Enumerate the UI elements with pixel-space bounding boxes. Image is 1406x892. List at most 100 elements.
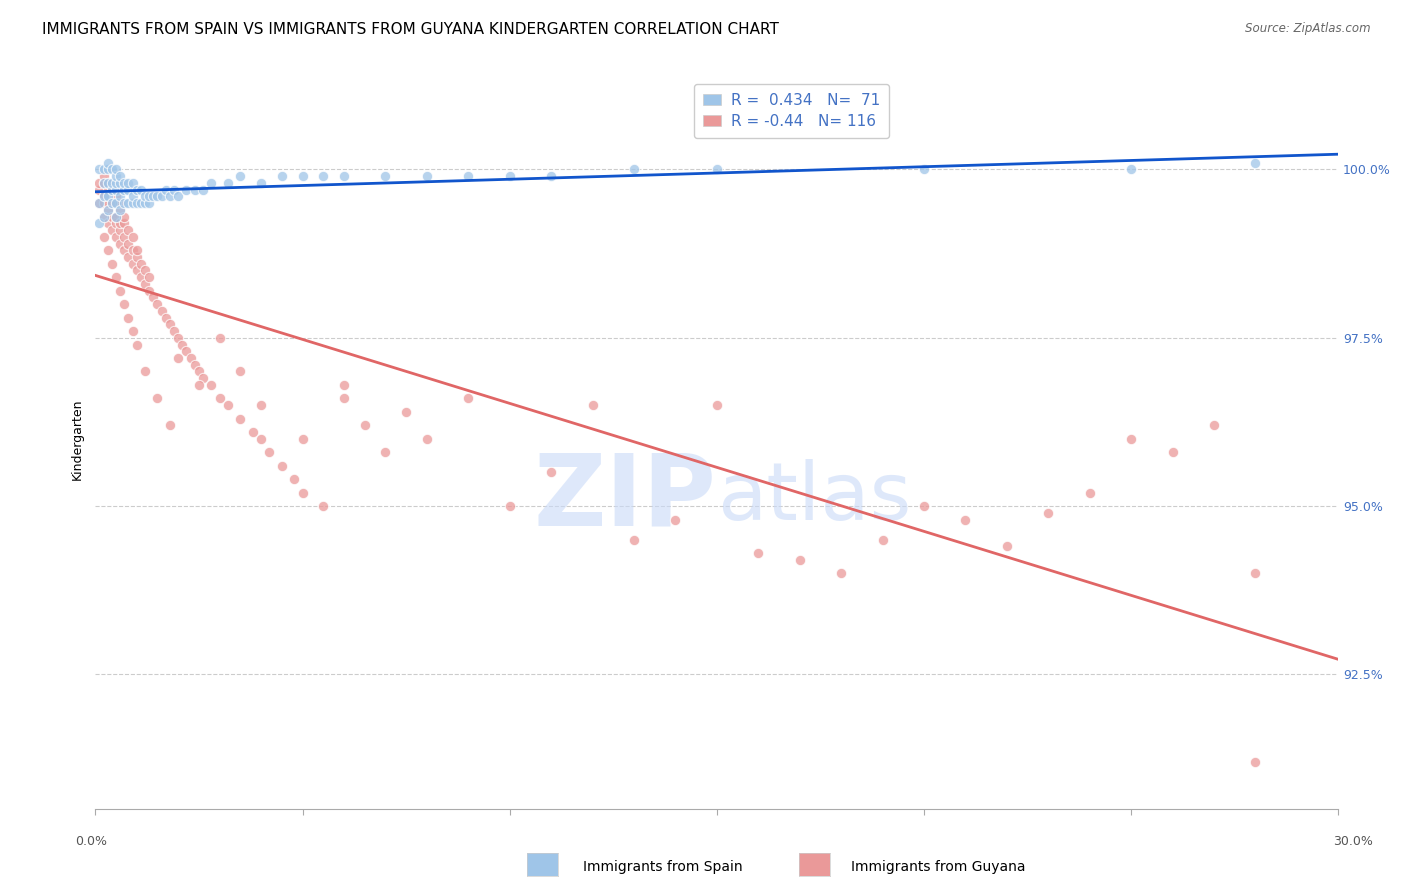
Text: ZIP: ZIP (534, 450, 717, 547)
Point (129, 196, 152, 211)
Point (1038, 506, 1060, 520)
Point (1244, 155, 1267, 169)
Point (105, 176, 128, 190)
Point (121, 324, 143, 338)
Point (1119, 162, 1142, 177)
Point (180, 351, 202, 365)
Point (912, 499, 935, 513)
Point (89, 176, 111, 190)
Point (1161, 445, 1184, 459)
Point (121, 189, 143, 203)
Point (97, 183, 120, 197)
Point (134, 364, 156, 378)
Text: 0.0%: 0.0% (76, 835, 107, 847)
Point (108, 196, 131, 211)
Point (146, 297, 169, 311)
Point (117, 310, 139, 325)
Point (134, 189, 156, 203)
Point (167, 331, 190, 345)
Point (623, 162, 645, 177)
Point (333, 169, 356, 184)
Point (105, 216, 128, 230)
Point (995, 540, 1018, 554)
Point (97, 244, 120, 258)
Point (229, 169, 252, 184)
Point (830, 566, 852, 581)
Point (1119, 432, 1142, 446)
Point (121, 196, 143, 211)
Point (159, 318, 181, 332)
Text: IMMIGRANTS FROM SPAIN VS IMMIGRANTS FROM GUYANA KINDERGARTEN CORRELATION CHART: IMMIGRANTS FROM SPAIN VS IMMIGRANTS FROM… (42, 22, 779, 37)
Point (93, 176, 115, 190)
Point (912, 162, 935, 177)
Point (138, 284, 160, 298)
Point (93, 196, 115, 211)
Point (146, 392, 169, 406)
Point (125, 263, 148, 277)
Point (176, 183, 198, 197)
Point (112, 210, 135, 224)
Point (395, 405, 418, 419)
Point (191, 371, 214, 385)
Point (706, 162, 728, 177)
Point (108, 169, 131, 184)
Point (159, 418, 181, 433)
Point (101, 183, 124, 197)
Point (872, 533, 894, 547)
Point (93, 189, 115, 203)
Point (283, 472, 305, 486)
Point (1244, 566, 1267, 581)
Point (623, 533, 645, 547)
Point (105, 189, 128, 203)
Point (172, 337, 194, 351)
Point (270, 458, 292, 473)
Point (150, 189, 173, 203)
Point (108, 202, 131, 217)
Point (108, 216, 131, 230)
Point (416, 432, 439, 446)
Point (187, 378, 209, 392)
Point (125, 337, 148, 351)
Point (138, 189, 160, 203)
Point (93, 210, 115, 224)
Point (97, 176, 120, 190)
Point (789, 553, 811, 567)
Point (250, 398, 273, 412)
Point (129, 270, 152, 285)
Point (229, 411, 252, 425)
Point (664, 512, 686, 526)
Point (97, 202, 120, 217)
Point (747, 546, 769, 560)
Point (105, 196, 128, 211)
Point (105, 162, 128, 177)
Point (112, 229, 135, 244)
Point (93, 169, 115, 184)
Point (259, 445, 281, 459)
Point (129, 257, 152, 271)
Point (93, 229, 115, 244)
Point (146, 189, 169, 203)
Point (112, 176, 135, 190)
Point (217, 176, 239, 190)
Point (159, 189, 181, 203)
Point (101, 223, 124, 237)
Point (706, 398, 728, 412)
Point (163, 324, 186, 338)
Point (112, 297, 135, 311)
Point (105, 169, 128, 184)
Point (333, 378, 356, 392)
Point (89, 196, 111, 211)
Point (191, 183, 214, 197)
Point (105, 183, 128, 197)
Point (242, 425, 264, 439)
Point (101, 257, 124, 271)
Point (134, 263, 156, 277)
Point (117, 176, 139, 190)
Point (1078, 485, 1101, 500)
Point (581, 398, 603, 412)
Point (112, 244, 135, 258)
Point (93, 210, 115, 224)
Point (125, 196, 148, 211)
Point (97, 155, 120, 169)
Point (89, 196, 111, 211)
